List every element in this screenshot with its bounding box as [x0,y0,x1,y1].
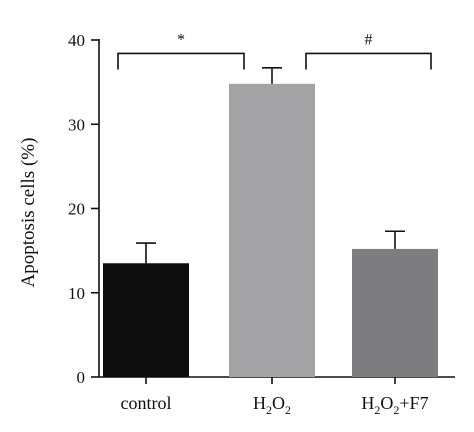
x-tick-label: H2O2 [253,393,291,417]
y-tick-label: 0 [77,368,86,387]
x-tick-label: H2O2+F7 [361,393,428,417]
y-tick-label: 40 [68,31,85,50]
y-tick-label: 10 [68,284,85,303]
chart-bars [103,83,438,377]
y-tick-label: 30 [68,115,85,134]
significance-marker: * [177,31,185,48]
y-tick-label: 20 [68,200,85,219]
bar-control [103,263,189,377]
error-bars [136,67,405,264]
y-axis-label: Apoptosis cells (%) [18,138,39,288]
significance-marker: # [365,31,373,48]
bar-h2o2-f7 [352,248,438,377]
significance-bracket [117,52,245,70]
axis-labels: control H2O2 H2O2+F7 Apoptosis cells (%) [18,138,429,417]
bar-h2o2 [229,83,315,377]
x-tick-label: control [121,393,172,413]
significance-bracket [305,52,432,70]
significance-brackets: * # [117,31,432,70]
